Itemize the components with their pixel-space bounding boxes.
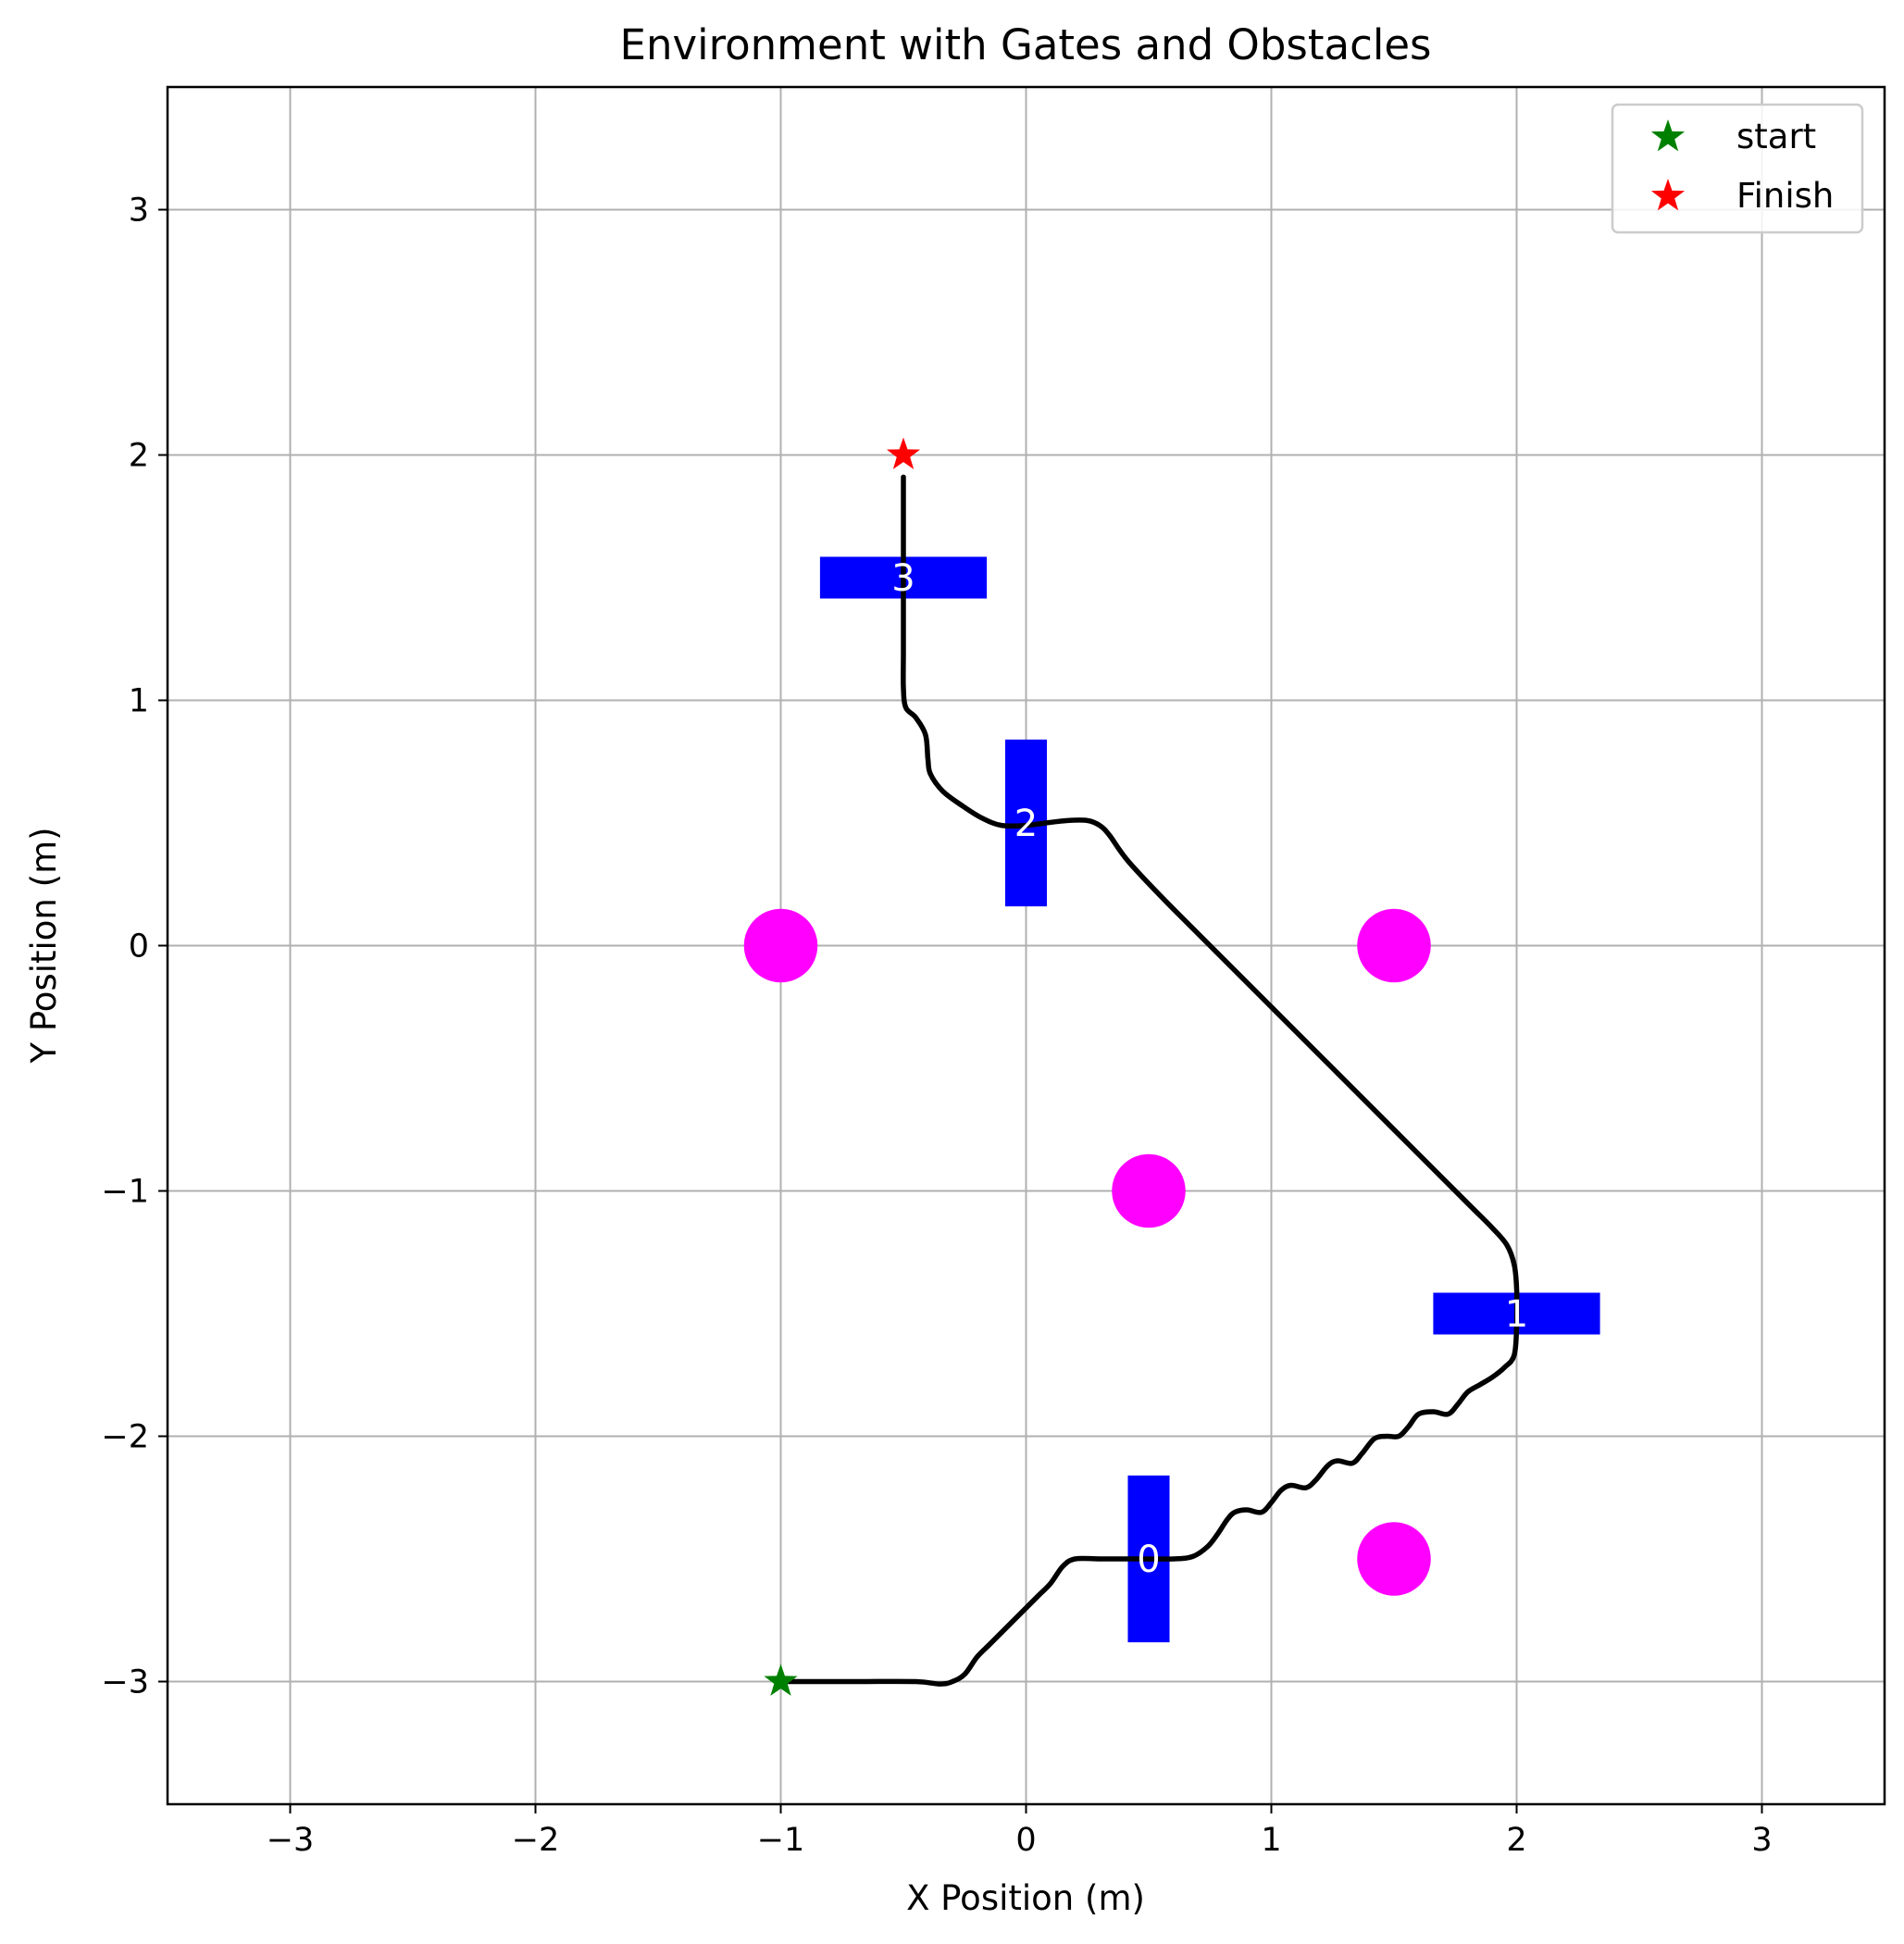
x-tick-label: −2 — [512, 1822, 560, 1859]
gate-labels: 0 1 2 3 — [891, 557, 1528, 1581]
legend-finish-marker — [1650, 179, 1686, 211]
x-tick-label: 0 — [1015, 1822, 1036, 1859]
obstacle-circle — [1357, 908, 1431, 983]
x-tick-label: 1 — [1261, 1822, 1281, 1859]
markers — [764, 437, 921, 1696]
y-tick-label: −3 — [101, 1664, 149, 1701]
finish-marker — [886, 437, 921, 469]
x-tick-label: 2 — [1506, 1822, 1526, 1859]
x-axis-label: X Position (m) — [906, 1878, 1145, 1918]
legend-markers — [1650, 119, 1686, 211]
gate-label-1: 1 — [1505, 1293, 1528, 1336]
x-axis-ticks: −3 −2 −1 0 1 2 3 — [267, 1804, 1773, 1859]
y-tick-label: 2 — [129, 438, 149, 475]
obstacle-circle — [743, 908, 818, 983]
grid — [168, 87, 1885, 1804]
chart-title: Environment with Gates and Obstacles — [620, 20, 1432, 69]
x-tick-label: −1 — [757, 1822, 805, 1859]
gate-label-3: 3 — [891, 557, 915, 600]
y-tick-label: 3 — [129, 193, 149, 230]
x-tick-label: −3 — [267, 1822, 315, 1859]
legend-label-finish: Finish — [1736, 176, 1834, 216]
trajectory-line — [778, 474, 1520, 1687]
gate-label-0: 0 — [1137, 1539, 1160, 1581]
y-axis-ticks: −3 −2 −1 0 1 2 3 — [101, 193, 168, 1701]
gate-label-2: 2 — [1014, 803, 1038, 845]
obstacle-circle — [1112, 1153, 1186, 1228]
y-tick-label: −1 — [101, 1174, 149, 1211]
start-marker — [764, 1664, 798, 1696]
legend-label-start: start — [1736, 117, 1816, 156]
legend: start Finish — [1611, 103, 1864, 234]
y-axis-label: Y Position (m) — [24, 827, 64, 1064]
legend-start-marker — [1650, 119, 1686, 152]
obstacle-circle — [1357, 1522, 1431, 1596]
x-tick-label: 3 — [1751, 1822, 1772, 1859]
y-tick-label: 1 — [129, 683, 149, 720]
obstacles — [743, 908, 1431, 1596]
y-tick-label: 0 — [129, 928, 149, 966]
y-tick-label: −2 — [101, 1419, 149, 1456]
